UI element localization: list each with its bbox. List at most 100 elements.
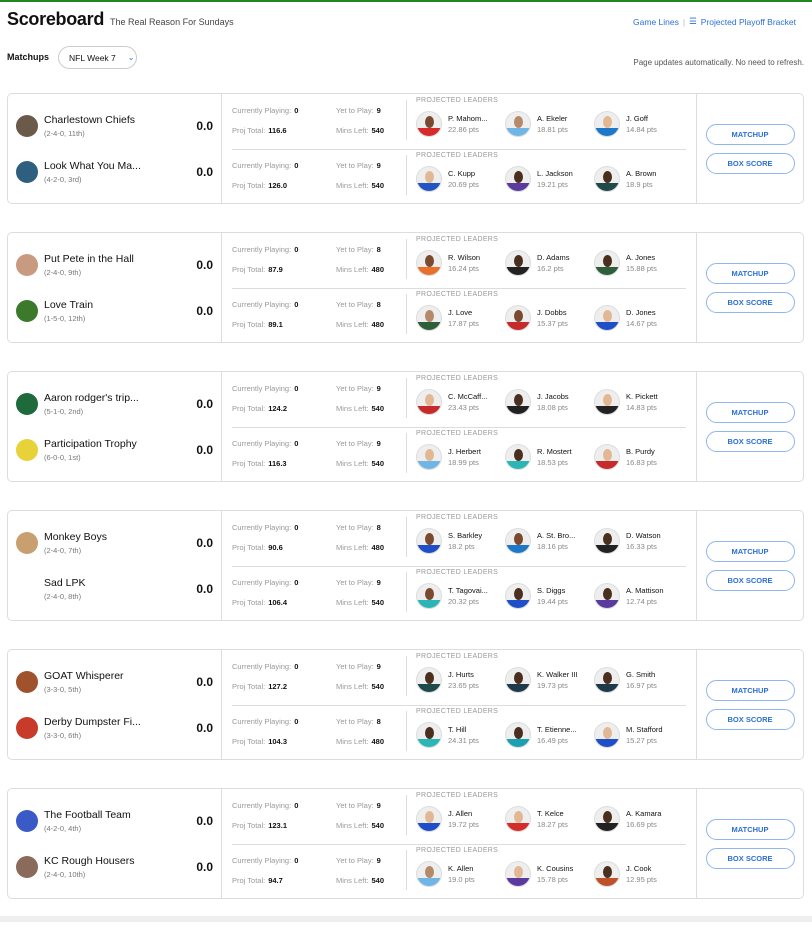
- box-score-button[interactable]: BOX SCORE: [705, 847, 795, 869]
- week-value: NFL Week 7: [69, 52, 116, 63]
- player-leader[interactable]: K. Allen 19.0 pts: [416, 861, 475, 887]
- matchup-button[interactable]: MATCHUP: [705, 401, 795, 423]
- player-leader[interactable]: M. Stafford 15.27 pts: [594, 722, 663, 748]
- player-leader[interactable]: J. Hurts 23.65 pts: [416, 667, 479, 693]
- player-points: 18.08 pts: [537, 403, 568, 412]
- player-leader[interactable]: L. Jackson 19.21 pts: [505, 166, 573, 192]
- team-row[interactable]: KC Rough Housers (2-4-0, 10th) 0.0: [16, 847, 213, 887]
- teams-column: Aaron rodger's trip... (5-1-0, 2nd) 0.0 …: [8, 372, 222, 481]
- player-leader[interactable]: B. Purdy 16.83 pts: [594, 444, 657, 470]
- player-points: 18.27 pts: [537, 820, 568, 829]
- player-name: J. Hurts: [448, 670, 474, 679]
- player-leader[interactable]: A. Kamara 16.69 pts: [594, 806, 661, 832]
- player-leader[interactable]: D. Adams 16.2 pts: [505, 250, 570, 276]
- team-name[interactable]: Look What You Ma...: [44, 160, 141, 172]
- player-leader[interactable]: C. Kupp 20.69 pts: [416, 166, 479, 192]
- box-score-button[interactable]: BOX SCORE: [705, 708, 795, 730]
- yet-to-play: Yet to Play: 9: [336, 439, 381, 448]
- team-name[interactable]: Derby Dumpster Fi...: [44, 716, 141, 728]
- yet-to-play: Yet to Play: 9: [336, 662, 381, 671]
- team-score: 0.0: [196, 443, 213, 457]
- team-row[interactable]: Sad LPK (2-4-0, 8th) 0.0: [16, 569, 213, 609]
- team-name[interactable]: Put Pete in the Hall: [44, 253, 134, 265]
- player-leader[interactable]: R. Wilson 16.24 pts: [416, 250, 480, 276]
- team-avatar: [16, 161, 38, 183]
- matchup-button[interactable]: MATCHUP: [705, 679, 795, 701]
- player-leader[interactable]: K. Cousins 15.78 pts: [505, 861, 573, 887]
- player-leader[interactable]: D. Watson 16.33 pts: [594, 528, 661, 554]
- box-score-button[interactable]: BOX SCORE: [705, 152, 795, 174]
- team-row[interactable]: Look What You Ma... (4-2-0, 3rd) 0.0: [16, 152, 213, 192]
- player-leader[interactable]: S. Barkley 18.2 pts: [416, 528, 482, 554]
- team-row[interactable]: Put Pete in the Hall (2-4-0, 9th) 0.0: [16, 245, 213, 285]
- mins-left: Mins Left: 480: [336, 737, 385, 746]
- player-headshot: [505, 722, 531, 748]
- week-dropdown[interactable]: NFL Week 7 ⌄: [58, 46, 137, 69]
- yet-to-play: Yet to Play: 8: [336, 300, 381, 309]
- player-leader[interactable]: T. Tagovai... 20.32 pts: [416, 583, 488, 609]
- matchup-button[interactable]: MATCHUP: [705, 818, 795, 840]
- team-row[interactable]: Charlestown Chiefs (2-4-0, 11th) 0.0: [16, 106, 213, 146]
- player-leader[interactable]: A. Ekeler 18.81 pts: [505, 111, 568, 137]
- player-leader[interactable]: J. Cook 12.95 pts: [594, 861, 657, 887]
- player-leader[interactable]: J. Love 17.87 pts: [416, 305, 479, 331]
- player-leader[interactable]: C. McCaff... 23.43 pts: [416, 389, 487, 415]
- player-leader[interactable]: K. Pickett 14.83 pts: [594, 389, 658, 415]
- team-name[interactable]: Charlestown Chiefs: [44, 114, 136, 126]
- team-name[interactable]: Sad LPK: [44, 577, 86, 589]
- playoff-bracket-link[interactable]: Projected Playoff Bracket: [700, 16, 796, 27]
- proj-total: Proj Total: 116.6: [232, 126, 287, 135]
- player-leader[interactable]: G. Smith 16.97 pts: [594, 667, 657, 693]
- player-leader[interactable]: K. Walker III 19.73 pts: [505, 667, 578, 693]
- player-leader[interactable]: J. Goff 14.84 pts: [594, 111, 657, 137]
- player-leader[interactable]: P. Mahom... 22.86 pts: [416, 111, 487, 137]
- team-row[interactable]: Participation Trophy (6-0-0, 1st) 0.0: [16, 430, 213, 470]
- player-leader[interactable]: A. Jones 15.88 pts: [594, 250, 657, 276]
- matchup-button[interactable]: MATCHUP: [705, 123, 795, 145]
- player-leader[interactable]: S. Diggs 19.44 pts: [505, 583, 568, 609]
- player-leader[interactable]: A. Mattison 12.74 pts: [594, 583, 664, 609]
- proj-total: Proj Total: 90.6: [232, 543, 283, 552]
- proj-total: Proj Total: 94.7: [232, 876, 283, 885]
- matchup-button[interactable]: MATCHUP: [705, 540, 795, 562]
- player-points: 18.9 pts: [626, 180, 653, 189]
- team-name[interactable]: KC Rough Housers: [44, 855, 135, 867]
- player-leader[interactable]: J. Jacobs 18.08 pts: [505, 389, 569, 415]
- team-name[interactable]: Love Train: [44, 299, 94, 311]
- team-row[interactable]: Aaron rodger's trip... (5-1-0, 2nd) 0.0: [16, 384, 213, 424]
- team-name[interactable]: Participation Trophy: [44, 438, 137, 450]
- team-row[interactable]: GOAT Whisperer (3-3-0, 5th) 0.0: [16, 662, 213, 702]
- team-name[interactable]: Monkey Boys: [44, 531, 108, 543]
- team-row[interactable]: The Football Team (4-2-0, 4th) 0.0: [16, 801, 213, 841]
- player-headshot: [594, 444, 620, 470]
- game-lines-link[interactable]: Game Lines: [633, 16, 679, 27]
- player-leader[interactable]: D. Jones 14.67 pts: [594, 305, 657, 331]
- player-leader[interactable]: T. Etienne... 16.49 pts: [505, 722, 577, 748]
- box-score-button[interactable]: BOX SCORE: [705, 291, 795, 313]
- player-headshot: [594, 389, 620, 415]
- team-name[interactable]: Aaron rodger's trip...: [44, 392, 139, 404]
- team-row[interactable]: Monkey Boys (2-4-0, 7th) 0.0: [16, 523, 213, 563]
- column-divider: [406, 155, 407, 195]
- matchup-button[interactable]: MATCHUP: [705, 262, 795, 284]
- team-name[interactable]: The Football Team: [44, 809, 131, 821]
- currently-playing: Currently Playing: 0: [232, 106, 299, 115]
- box-score-button[interactable]: BOX SCORE: [705, 430, 795, 452]
- player-points: 12.95 pts: [626, 875, 657, 884]
- player-leader[interactable]: J. Dobbs 15.37 pts: [505, 305, 568, 331]
- team-row[interactable]: Derby Dumpster Fi... (3-3-0, 6th) 0.0: [16, 708, 213, 748]
- player-leader[interactable]: T. Kelce 18.27 pts: [505, 806, 568, 832]
- player-leader[interactable]: T. Hill 24.31 pts: [416, 722, 479, 748]
- team-row[interactable]: Love Train (1-5-0, 12th) 0.0: [16, 291, 213, 331]
- box-score-button[interactable]: BOX SCORE: [705, 569, 795, 591]
- player-leader[interactable]: J. Allen 19.72 pts: [416, 806, 479, 832]
- player-leader[interactable]: A. St. Bro... 18.16 pts: [505, 528, 575, 554]
- player-leader[interactable]: A. Brown 18.9 pts: [594, 166, 656, 192]
- player-points: 14.84 pts: [626, 125, 657, 134]
- player-points: 16.83 pts: [626, 458, 657, 467]
- player-name: D. Jones: [626, 308, 656, 317]
- team-name[interactable]: GOAT Whisperer: [44, 670, 124, 682]
- player-headshot: [505, 389, 531, 415]
- player-leader[interactable]: J. Herbert 18.99 pts: [416, 444, 481, 470]
- player-leader[interactable]: R. Mostert 18.53 pts: [505, 444, 572, 470]
